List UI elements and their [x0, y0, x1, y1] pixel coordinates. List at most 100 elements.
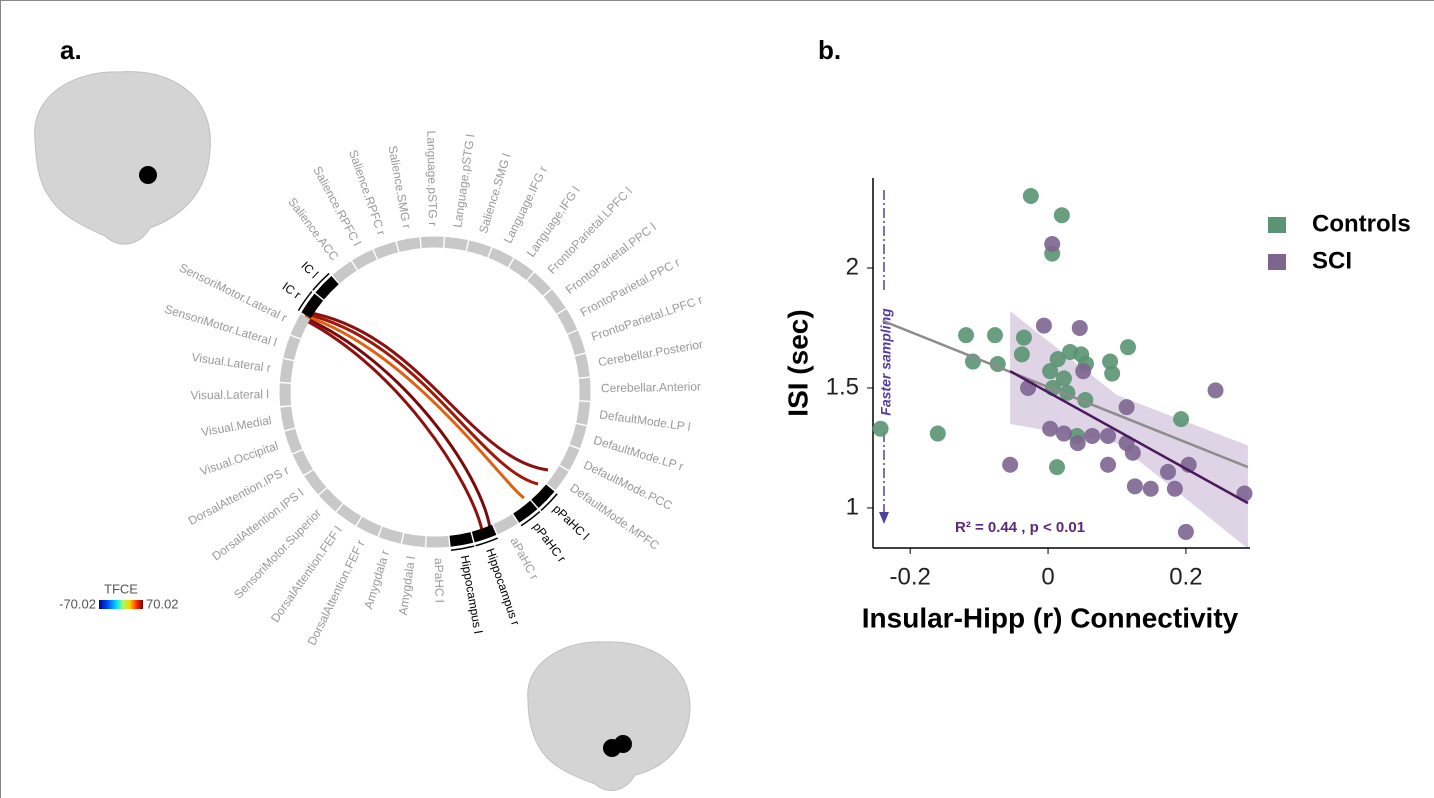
ring-segment	[280, 406, 295, 431]
point	[1049, 459, 1066, 476]
legend-label: SCI	[1312, 247, 1352, 274]
ring-segment	[292, 450, 313, 475]
node-label: Visual.Lateral l	[190, 387, 269, 402]
ring-segment	[356, 516, 382, 537]
point	[1069, 435, 1086, 452]
panel-label: b.	[818, 35, 841, 65]
node-label: IC r	[280, 279, 304, 302]
y-tick-label: 1	[846, 493, 859, 520]
x-axis-title: Insular-Hipp (r) Connectivity	[862, 602, 1239, 633]
ring-segment	[304, 470, 327, 495]
point	[1124, 444, 1141, 461]
point	[1075, 363, 1092, 380]
brain-bottom	[527, 641, 691, 791]
point	[1173, 411, 1190, 428]
node-label: DefaultMode.LP l	[599, 407, 692, 434]
point	[1053, 207, 1070, 224]
point	[1071, 319, 1088, 336]
node-label: SensoriMotor.Superior	[231, 506, 324, 602]
colorbar	[99, 600, 143, 609]
point	[1100, 427, 1117, 444]
legend-label: Controls	[1312, 210, 1411, 237]
ring-outline	[520, 511, 541, 527]
ring-segment	[466, 240, 492, 258]
ring-segment	[319, 488, 343, 512]
ring-segment	[575, 353, 590, 378]
ring-segment	[513, 500, 538, 523]
point	[1159, 463, 1176, 480]
point	[1166, 480, 1183, 497]
point	[1022, 187, 1039, 204]
ring-outline	[475, 537, 499, 547]
point	[1142, 480, 1159, 497]
point	[1015, 329, 1032, 346]
y-tick-label: 2	[846, 253, 859, 280]
node-label: IC l	[298, 259, 321, 282]
point	[1118, 399, 1135, 416]
point	[1013, 346, 1030, 363]
point	[1126, 478, 1143, 495]
ring-segment	[283, 335, 301, 361]
arrow-label: Faster sampling	[878, 308, 894, 416]
ring-outline	[450, 545, 475, 551]
ring-segment	[373, 241, 399, 260]
colorbar-title: TFCE	[104, 581, 138, 596]
point	[1177, 523, 1194, 540]
y-axis-title: ISI (sec)	[782, 309, 813, 416]
colorbar-min: -70.02	[59, 596, 96, 611]
node-label: pPaHC l	[550, 502, 592, 543]
ring-segment	[444, 236, 468, 251]
annotation: R² = 0.44 , p < 0.01	[955, 519, 1085, 536]
legend-swatch	[1268, 217, 1286, 233]
point	[1044, 235, 1061, 252]
ring-segment	[352, 249, 377, 270]
ring-segment	[567, 330, 586, 356]
node-label: Hippocampus l	[458, 554, 486, 635]
ring-segment	[284, 428, 303, 454]
point	[1104, 365, 1121, 382]
ring-segment	[527, 272, 551, 296]
point	[1055, 370, 1072, 387]
point	[1055, 425, 1072, 442]
ring-segment	[449, 532, 474, 547]
fit-line	[882, 319, 1249, 469]
brain-top	[34, 71, 211, 245]
node-label: Cerebellar.Anterior	[601, 380, 701, 396]
colorbar-max: 70.02	[146, 596, 179, 611]
ring-outline	[312, 272, 330, 291]
ring-segment	[493, 514, 518, 535]
node-label: Visual.Lateral r	[191, 350, 272, 375]
point	[872, 420, 889, 437]
point	[986, 327, 1003, 344]
node-label: Salience.SMG r	[386, 144, 414, 229]
ring-outline	[540, 493, 558, 512]
node-label: pPaHC r	[530, 520, 569, 565]
panel-label: a.	[60, 35, 82, 65]
ring-segment	[508, 258, 534, 281]
node-label: FrontoParietal.LPFC l	[545, 184, 635, 277]
ring-segment	[396, 237, 421, 252]
ring-outline	[297, 290, 313, 312]
ring-segment	[543, 289, 566, 314]
ring-segment	[471, 524, 497, 543]
node-label: aPaHC r	[507, 535, 541, 582]
node-label: Amygdala r	[361, 548, 392, 610]
ring-segment	[426, 535, 450, 548]
fit-line	[1009, 370, 1249, 505]
point	[1120, 339, 1137, 356]
ring-segment	[315, 276, 339, 300]
point	[1042, 420, 1059, 437]
ring-segment	[279, 383, 292, 407]
node-label: Cerebellar.Posterior	[597, 337, 704, 369]
node-label: aPaHC l	[432, 558, 447, 603]
ring-segment	[279, 359, 294, 383]
node-label: Amygdala l	[396, 555, 418, 616]
ring-segment	[402, 533, 426, 548]
point	[1042, 363, 1059, 380]
point	[1049, 351, 1066, 368]
ring-segment	[290, 313, 311, 339]
node-label: Visual.Medial	[200, 413, 273, 439]
